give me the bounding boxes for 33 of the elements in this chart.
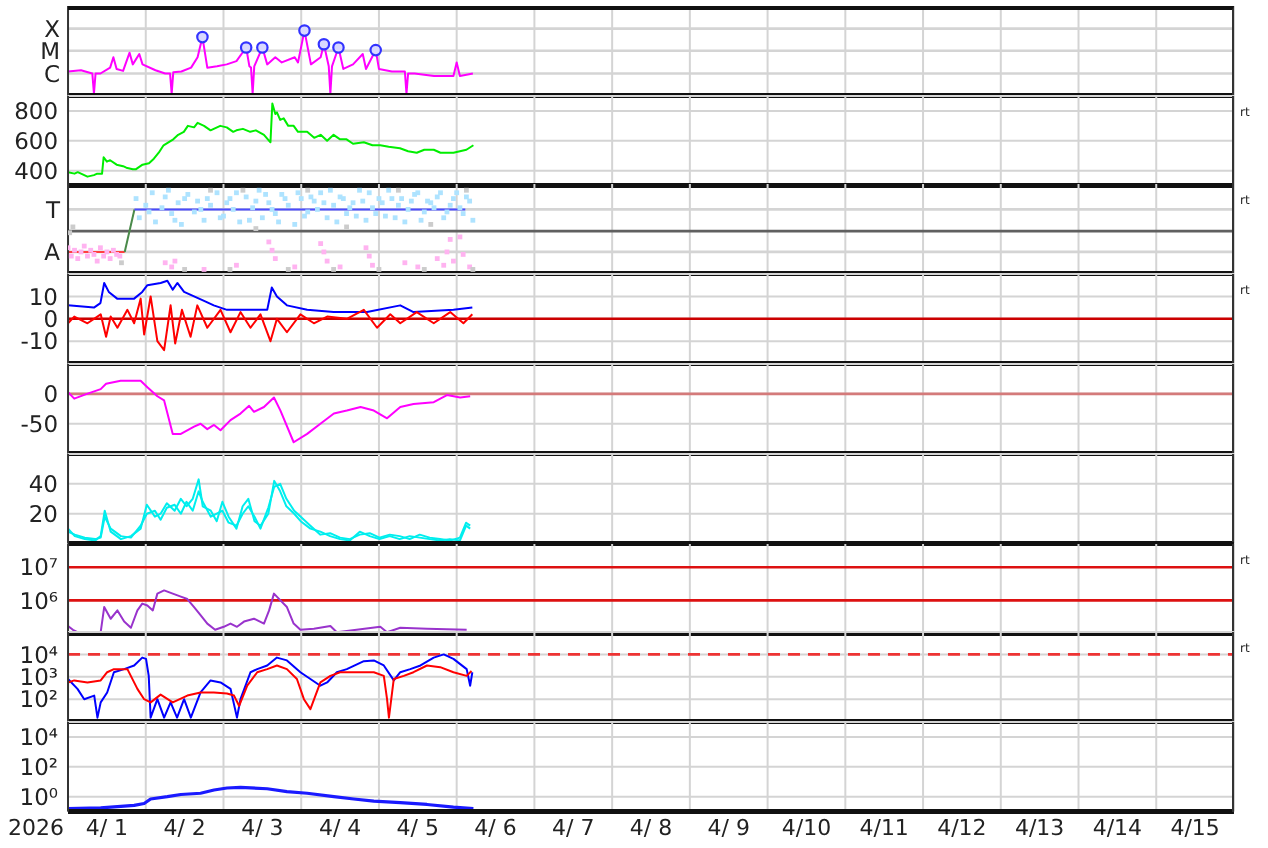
x-tick-label: 4/ 5 bbox=[396, 815, 439, 842]
y-tick-label: 10⁶ bbox=[19, 585, 59, 614]
x-tick-label: 4/ 6 bbox=[474, 815, 517, 842]
x-tick-label: 4/ 1 bbox=[85, 815, 129, 842]
y-tick-label: 800 bbox=[14, 96, 59, 125]
x-tick-label: 4/11 bbox=[859, 815, 909, 842]
x-tick-label: 4/ 9 bbox=[707, 815, 750, 842]
y-tick-label: 10⁴ bbox=[19, 723, 59, 752]
y-tick-label: -50 bbox=[20, 409, 59, 438]
x-tick-label: 4/14 bbox=[1092, 815, 1143, 842]
x-tick-label: 4/ 8 bbox=[629, 815, 673, 842]
ref-line-label: A bbox=[44, 238, 61, 267]
x-tick-label: 4/ 7 bbox=[552, 815, 595, 842]
x-tick-label: 4/ 3 bbox=[241, 815, 284, 842]
x-tick-label: 4/15 bbox=[1170, 815, 1220, 842]
y-tick-label: 40 bbox=[28, 469, 59, 498]
y-tick-label: 10⁷ bbox=[19, 552, 59, 581]
y-tick-label: 10 bbox=[28, 282, 59, 311]
y-tick-label: 10⁰ bbox=[19, 783, 59, 812]
y-tick-label: 10² bbox=[19, 686, 59, 715]
x-tick-label: 4/ 4 bbox=[318, 815, 362, 842]
ref-line-label: T bbox=[44, 196, 62, 225]
x-axis-title: 2026 bbox=[8, 815, 64, 842]
x-tick-label: 4/10 bbox=[781, 815, 832, 842]
x-tick-label: 4/12 bbox=[937, 815, 987, 842]
ref-line-label: C bbox=[43, 59, 61, 88]
x-tick-label: 4/ 2 bbox=[163, 815, 206, 842]
y-tick-label: 20 bbox=[28, 499, 59, 528]
y-tick-label: 0 bbox=[43, 379, 59, 408]
y-tick-label: 400 bbox=[14, 155, 59, 184]
x-tick-label: 4/13 bbox=[1014, 815, 1065, 842]
y-tick-label: 600 bbox=[14, 126, 59, 155]
y-tick-label: 10² bbox=[19, 753, 59, 782]
